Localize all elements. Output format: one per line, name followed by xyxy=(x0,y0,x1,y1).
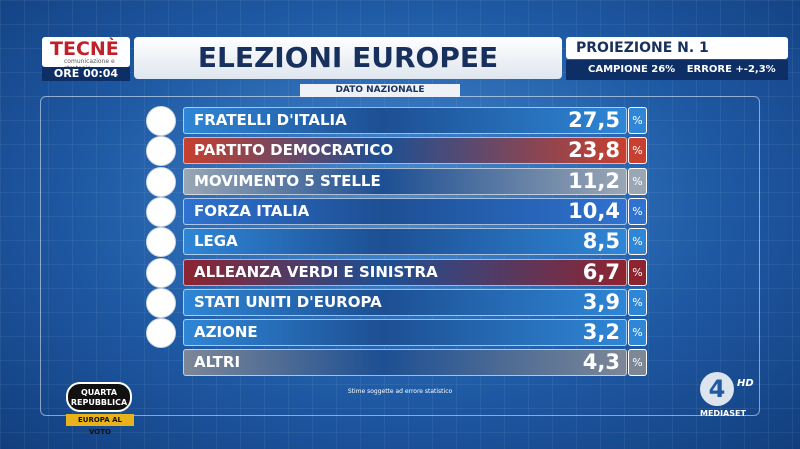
party-name: PARTITO DEMOCRATICO xyxy=(194,141,394,160)
result-row: FRATELLI D'ITALIA 27,5 xyxy=(183,107,627,134)
party-name: AZIONE xyxy=(194,323,258,342)
party-value: 11,2 xyxy=(568,168,620,193)
result-row: MOVIMENTO 5 STELLE 11,2 xyxy=(183,167,627,195)
subtitle: DATO NAZIONALE xyxy=(300,84,460,97)
result-row: STATI UNITI D'EUROPA 3,9 xyxy=(183,288,627,316)
party-logo xyxy=(146,136,176,167)
result-row: ALLEANZA VERDI E SINISTRA 6,7 xyxy=(183,258,627,286)
unit: % xyxy=(628,288,647,316)
unit: % xyxy=(628,228,647,256)
channel-logo: 4 xyxy=(700,372,734,406)
result-row: PARTITO DEMOCRATICO 23,8 xyxy=(183,137,627,165)
party-name: MOVIMENTO 5 STELLE xyxy=(194,171,381,190)
show-sub: EUROPA AL VOTO xyxy=(66,414,134,436)
party-name: LEGA xyxy=(194,232,238,251)
unit: % xyxy=(628,167,647,195)
party-name: FRATELLI D'ITALIA xyxy=(194,111,347,129)
network: MEDIASET xyxy=(700,409,746,418)
time: ORE 00:04 xyxy=(42,67,130,81)
party-name: ALLEANZA VERDI E SINISTRA xyxy=(194,262,438,281)
unit: % xyxy=(628,349,647,377)
party-logo xyxy=(146,106,176,136)
sample-bar: CAMPIONE 26% ERRORE +-2,3% xyxy=(566,60,788,80)
party-value: 6,7 xyxy=(582,259,620,284)
party-logo xyxy=(146,287,176,318)
party-logo xyxy=(146,227,176,258)
unit: % xyxy=(628,137,647,165)
result-row: LEGA 8,5 xyxy=(183,228,627,256)
party-logo xyxy=(146,166,176,197)
hd: HD xyxy=(737,378,754,389)
show-logo: QUARTA REPUBBLICA xyxy=(66,382,132,412)
party-name: STATI UNITI D'EUROPA xyxy=(194,292,382,311)
result-row: ALTRI 4,3 xyxy=(183,349,627,377)
party-value: 10,4 xyxy=(568,198,620,223)
party-value: 8,5 xyxy=(582,229,620,254)
party-logo xyxy=(146,318,176,349)
result-row: AZIONE 3,2 xyxy=(183,319,627,347)
party-name: FORZA ITALIA xyxy=(194,201,310,220)
result-row: FORZA ITALIA 10,4 xyxy=(183,197,627,225)
unit: % xyxy=(628,258,647,286)
unit: % xyxy=(628,107,647,134)
party-value: 3,2 xyxy=(582,320,620,345)
projection: PROIEZIONE N. 1 xyxy=(566,37,788,59)
unit: % xyxy=(628,197,647,225)
error: ERRORE +-2,3% xyxy=(686,64,776,75)
logo: TECNÈ xyxy=(50,38,119,60)
party-value: 3,9 xyxy=(582,289,620,314)
party-name: ALTRI xyxy=(194,353,241,372)
title: ELEZIONI EUROPEE xyxy=(134,37,562,79)
party-logo xyxy=(146,196,176,227)
logo-box: TECNÈ comunicazione e strategie xyxy=(42,37,130,72)
party-logo xyxy=(146,257,176,288)
sample: CAMPIONE 26% xyxy=(588,64,676,75)
note: Stime soggette ad errore statistico xyxy=(347,388,453,395)
unit: % xyxy=(628,319,647,347)
party-value: 4,3 xyxy=(582,350,620,375)
party-value: 27,5 xyxy=(568,108,620,132)
party-value: 23,8 xyxy=(568,138,620,163)
